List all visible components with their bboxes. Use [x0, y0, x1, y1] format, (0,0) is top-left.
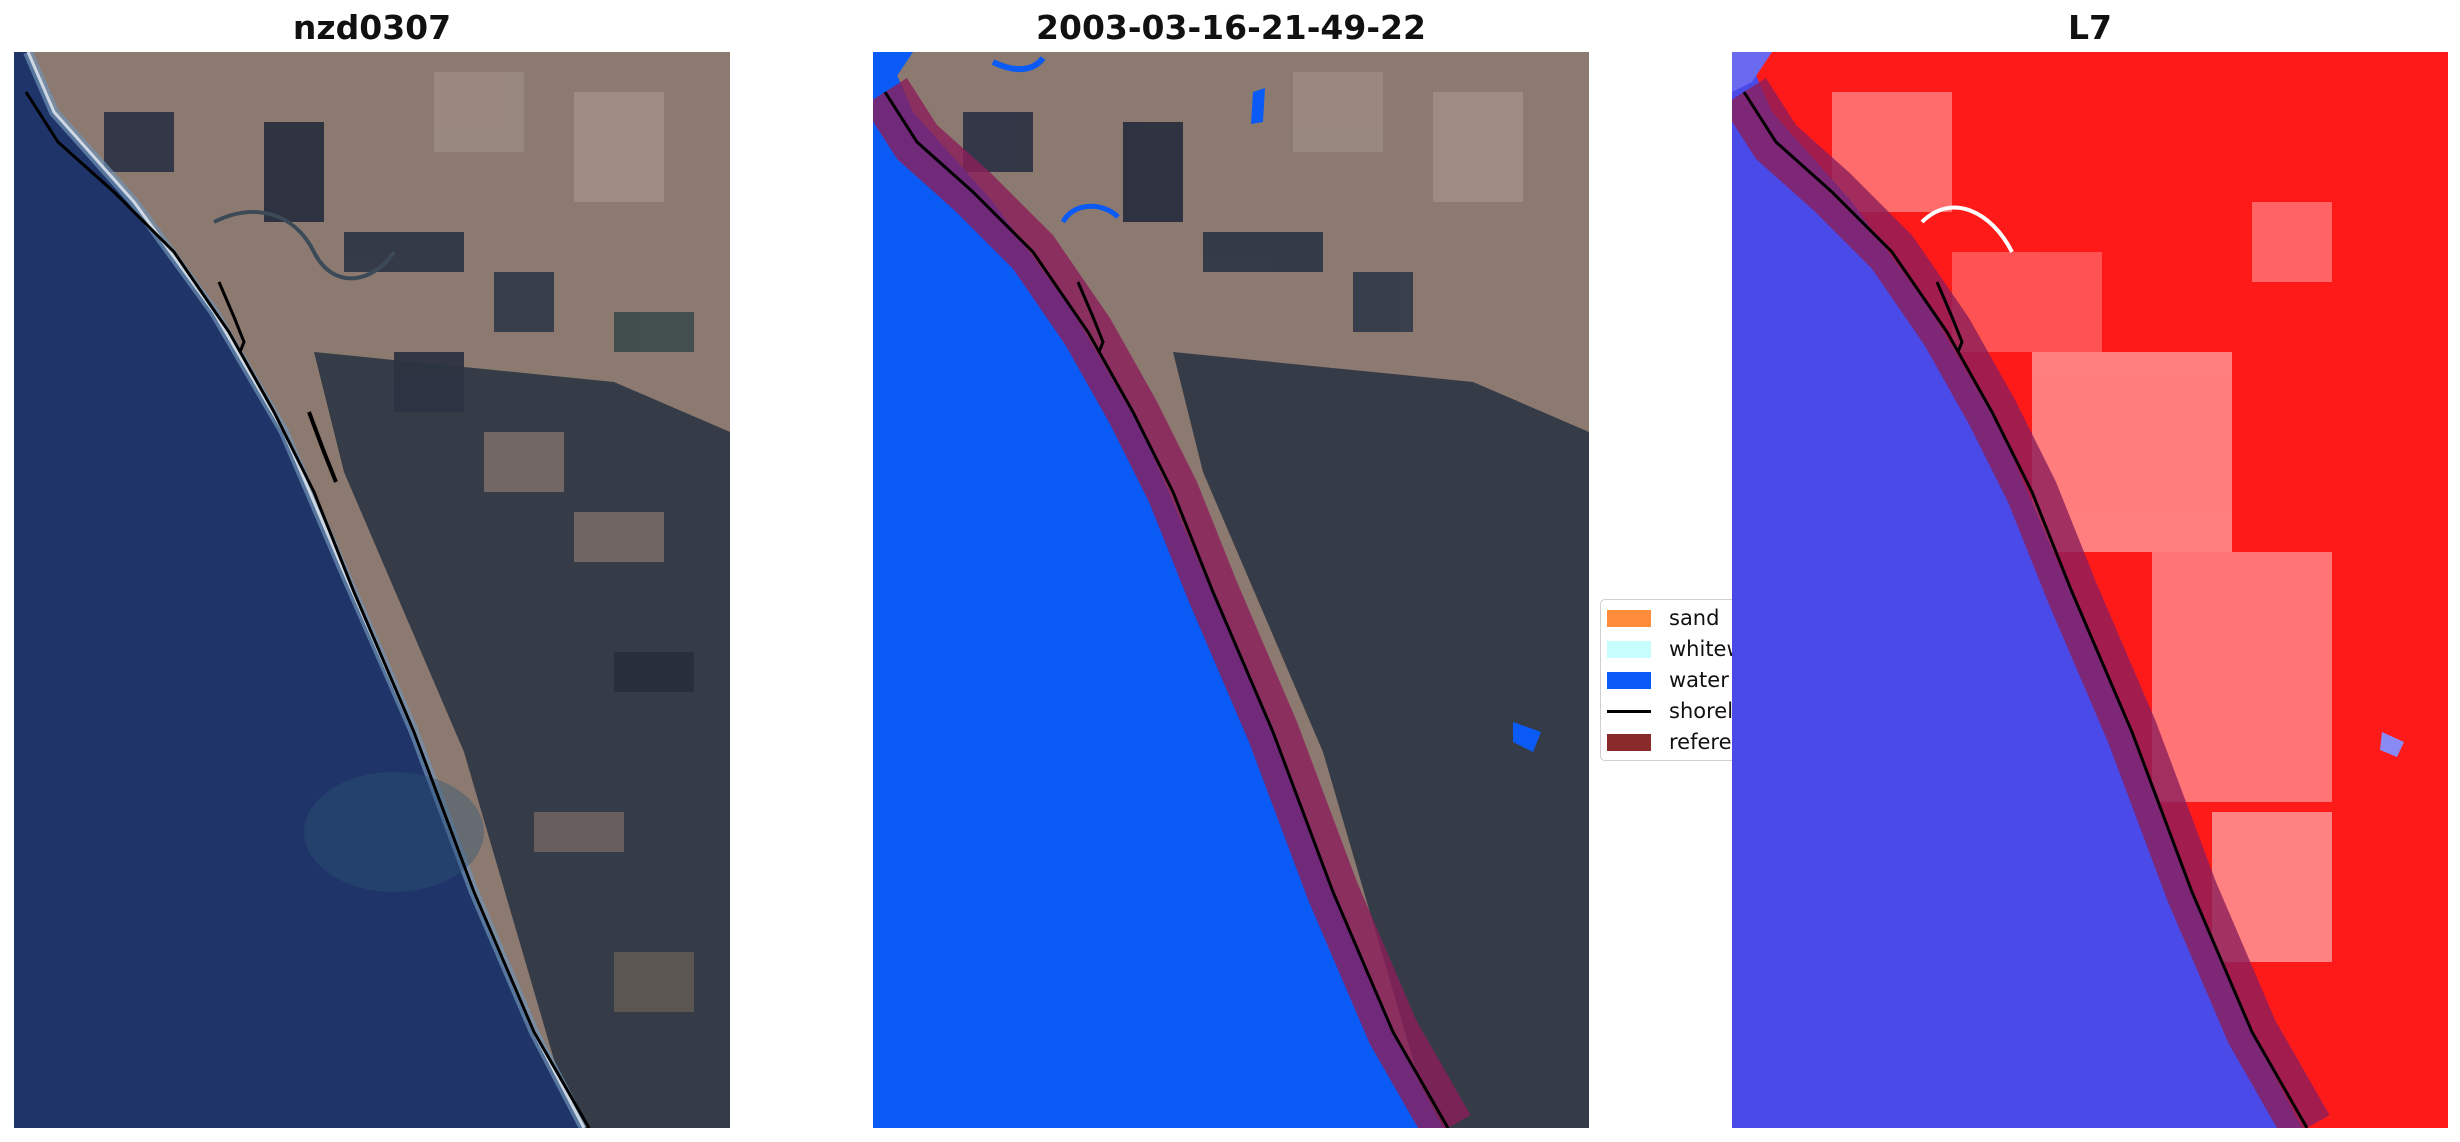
water-index-panel: [1732, 52, 2448, 1128]
legend-item-water: water: [1607, 665, 1729, 695]
panel-title-date: 2003-03-16-21-49-22: [1036, 8, 1426, 47]
legend-item-reference-buffer: reference shoreline buffer: [1607, 727, 1749, 757]
legend-item-shoreline: shoreline: [1607, 696, 1749, 726]
legend-swatch-reference-buffer: [1607, 733, 1651, 751]
water-index-image: [1732, 52, 2448, 1128]
classified-image: [873, 52, 1589, 1128]
legend-swatch-shoreline: [1607, 709, 1651, 713]
classified-image-panel: [873, 52, 1589, 1128]
panel-title-satellite: L7: [2068, 8, 2112, 47]
legend-item-sand: sand: [1607, 603, 1719, 633]
legend-swatch-whitewater: [1607, 640, 1651, 658]
panel-title-rgb: nzd0307: [292, 8, 452, 47]
legend-swatch-water: [1607, 671, 1651, 689]
legend-label-sand: sand: [1669, 606, 1720, 630]
legend-swatch-sand: [1607, 609, 1651, 627]
legend-label-water: water: [1669, 668, 1729, 692]
rgb-image: [14, 52, 730, 1128]
rgb-image-panel: [14, 52, 730, 1128]
